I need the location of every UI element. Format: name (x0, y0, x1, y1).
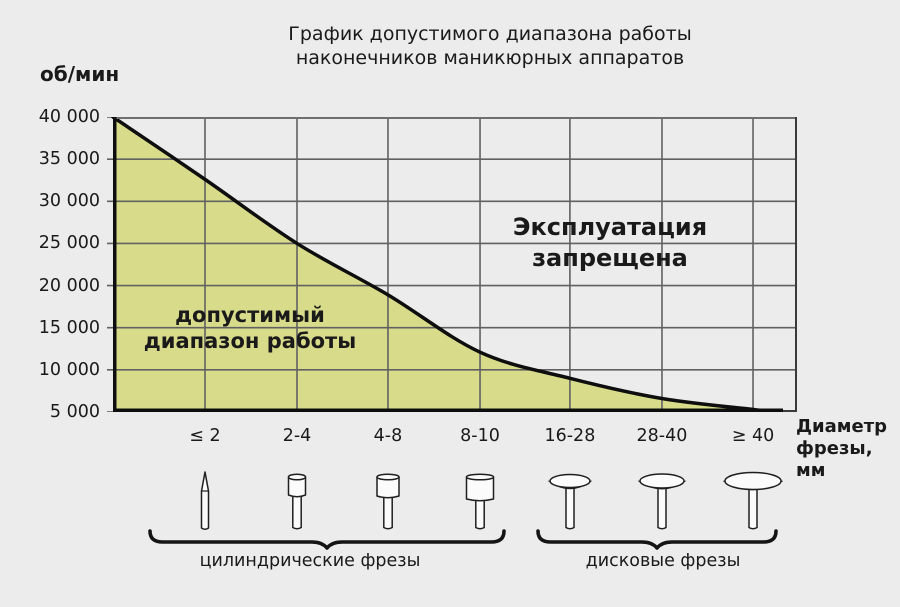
y-tick-label: 15 000 (38, 317, 100, 338)
limit-curve (111, 117, 782, 412)
x-tick-label: 16-28 (544, 426, 596, 446)
small-cylinder-bit-icon (287, 473, 307, 530)
y-tick-label: 25 000 (38, 233, 100, 254)
y-tick-label: 5 000 (49, 402, 100, 422)
x-tick-label: 2-4 (282, 426, 312, 446)
x-tick-label: 4-8 (373, 426, 403, 446)
allowed-range-label: допустимый диапазон работы (140, 302, 360, 354)
x-axis-title-line2: фрезы, мм (796, 438, 873, 481)
chart-title-line1: График допустимого диапазона работы (288, 23, 692, 45)
allowed-area-fill (113, 117, 780, 412)
chart-title: График допустимого диапазона работы нако… (190, 22, 790, 70)
disc-group-label: дисковые фрезы (585, 551, 741, 571)
y-tick-label: 35 000 (38, 149, 100, 170)
x-tick-label: ≥ 40 (731, 426, 775, 446)
x-axis-title-line1: Диаметр (796, 416, 888, 437)
cylindrical-group-brace (148, 529, 506, 550)
forbidden-region-label: Эксплуатация запрещена (495, 212, 725, 274)
fine-needle-bit-icon (200, 471, 210, 530)
x-axis-title: Диаметр фрезы, мм (796, 416, 900, 482)
medium-disc-bit-icon (637, 473, 687, 530)
allowed-range-line1: допустимый (175, 303, 325, 327)
y-tick-label: 20 000 (38, 275, 100, 296)
small-disc-bit-icon (547, 473, 593, 530)
medium-cylinder-bit-icon (376, 473, 400, 530)
y-tick-label: 30 000 (38, 191, 100, 212)
y-axis-unit-label: об/мин (40, 62, 120, 86)
allowed-range-line2: диапазон работы (143, 329, 357, 353)
forbidden-region-line2: запрещена (532, 244, 688, 272)
x-tick-label: ≤ 2 (189, 426, 221, 446)
disc-group-brace (536, 529, 778, 550)
large-disc-bit-icon (723, 471, 784, 530)
plot-area (107, 117, 797, 412)
cylindrical-group-label: цилиндрические фрезы (199, 551, 421, 571)
forbidden-region-line1: Эксплуатация (512, 213, 708, 241)
y-tick-label: 40 000 (38, 107, 100, 127)
y-tick-label: 10 000 (38, 359, 100, 380)
chart-title-line2: наконечников маникюрных аппаратов (295, 47, 685, 69)
x-tick-label: 8-10 (460, 426, 500, 446)
large-cylinder-bit-icon (465, 473, 495, 530)
x-tick-label: 28-40 (636, 426, 688, 446)
